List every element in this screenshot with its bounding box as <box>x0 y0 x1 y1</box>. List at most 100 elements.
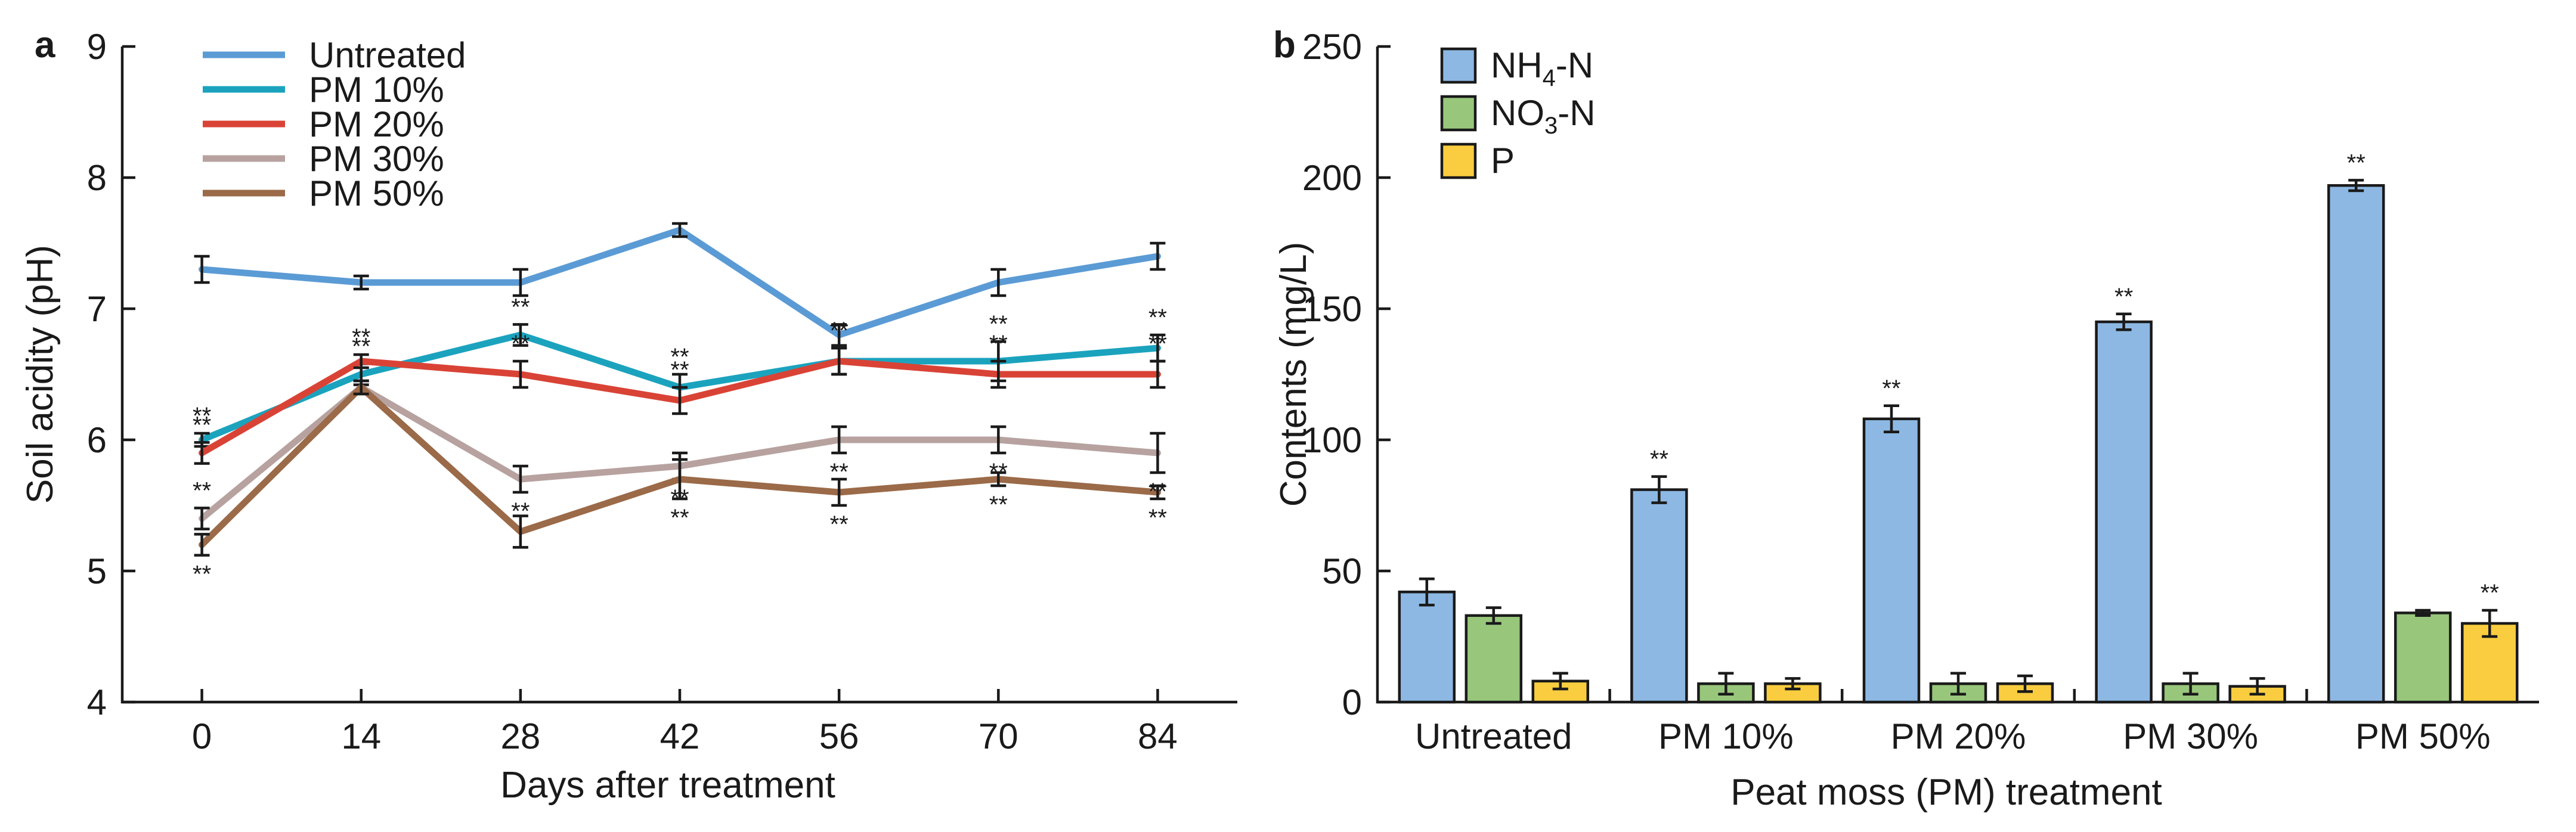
error-bar <box>990 359 1007 389</box>
x-tick-label: Untreated <box>1415 716 1572 756</box>
legend-label: Untreated <box>309 35 466 75</box>
significance-marker: ** <box>193 561 211 588</box>
legend-label-tail: -N <box>1556 45 1593 85</box>
bar <box>2327 184 2385 704</box>
bar <box>1398 590 1456 704</box>
series-pm-50- <box>194 379 1166 557</box>
bar <box>1630 488 1688 704</box>
error-bar <box>512 268 528 297</box>
error-bar <box>1718 672 1734 696</box>
error-bar <box>194 507 210 530</box>
significance-marker: ** <box>830 318 849 344</box>
significance-marker: ** <box>1148 305 1167 331</box>
legend-label-main: NO <box>1491 93 1544 133</box>
significance-marker: ** <box>193 412 211 438</box>
significance-marker: ** <box>670 505 689 531</box>
bar <box>2095 320 2153 704</box>
significance-marker: ** <box>1148 505 1167 531</box>
legend-label: NO3-N <box>1491 93 1596 139</box>
error-bar <box>512 323 528 347</box>
panel-b-letter: b <box>1273 24 1296 66</box>
series-untreated <box>194 222 1166 347</box>
error-bar <box>194 533 210 557</box>
legend-label-tail: -N <box>1558 93 1595 133</box>
x-tick-label: PM 20% <box>1891 716 2026 756</box>
series-pm-10- <box>194 323 1166 448</box>
legend-swatch <box>1440 47 1477 84</box>
y-tick-label: 6 <box>87 420 107 460</box>
significance-marker: ** <box>670 485 689 511</box>
significance-marker: ** <box>830 318 849 344</box>
error-bar <box>1150 431 1166 474</box>
significance-marker: ** <box>2114 284 2133 310</box>
significance-marker: ** <box>2481 580 2499 606</box>
error-bar <box>2017 674 2033 693</box>
error-bar <box>1419 577 1435 607</box>
y-tick-label: 8 <box>87 158 107 198</box>
error-bar <box>1651 475 1667 504</box>
error-bar <box>831 346 847 376</box>
x-tick-label: PM 50% <box>2355 716 2491 756</box>
significance-marker: ** <box>1148 331 1167 357</box>
y-tick-label: 250 <box>1302 27 1362 67</box>
error-bar <box>194 254 210 284</box>
significance-marker: ** <box>830 459 849 485</box>
legend-label-subscript: 4 <box>1543 65 1556 91</box>
error-bar <box>990 268 1007 297</box>
error-bar <box>2116 312 2132 331</box>
significance-marker: ** <box>670 344 689 370</box>
error-bar <box>1884 404 1899 434</box>
panel-b-bar-chart: b 0 50 100 150 200 250 Untreated PM 10% PM 20% PM… <box>1273 24 2539 813</box>
x-tick-label: PM 10% <box>1658 716 1794 756</box>
legend-label: PM 30% <box>309 139 444 179</box>
significance-marker: ** <box>193 477 211 504</box>
legend-label: NH4-N <box>1491 45 1593 91</box>
error-bar <box>2482 609 2498 638</box>
significance-marker: ** <box>352 333 370 359</box>
y-axis-title: Contents (mg/L) <box>1273 242 1314 507</box>
significance-marker: ** <box>511 294 530 320</box>
significance-marker: ** <box>989 311 1008 337</box>
y-tick-label: 150 <box>1302 289 1362 329</box>
error-bar <box>353 379 369 396</box>
error-bar <box>2415 609 2431 617</box>
error-bar <box>2348 179 2364 193</box>
y-tick-label: 200 <box>1302 158 1362 198</box>
x-tick-label: 0 <box>192 716 212 756</box>
significance-marker: ** <box>1148 479 1167 505</box>
x-axis-title: Peat moss (PM) treatment <box>1730 772 2162 813</box>
legend-label: PM 20% <box>309 104 444 144</box>
significance-marker: ** <box>989 331 1008 357</box>
bar <box>1862 417 1921 704</box>
series-line <box>199 226 1161 339</box>
y-tick-label: 7 <box>87 289 107 329</box>
x-axis-title: Days after treatment <box>500 765 835 806</box>
significance-marker: ** <box>670 357 689 383</box>
legend-label-subscript: 3 <box>1544 113 1558 139</box>
bar <box>1465 614 1523 704</box>
error-bar <box>1150 359 1166 389</box>
y-tick-label: 5 <box>87 551 107 591</box>
error-bar <box>990 471 1007 488</box>
error-bar <box>672 386 688 415</box>
bar <box>2394 611 2452 704</box>
error-bar <box>672 458 688 501</box>
error-bar <box>831 323 847 347</box>
y-tick-label: 4 <box>87 682 107 722</box>
legend-swatch <box>1440 142 1477 179</box>
x-tick-label: PM 30% <box>2123 716 2258 756</box>
error-bar <box>2249 677 2265 696</box>
x-tick-label: 56 <box>819 716 859 756</box>
legend-swatch <box>1440 95 1477 132</box>
significance-marker: ** <box>830 511 849 538</box>
y-tick-label: 9 <box>87 27 107 67</box>
error-bar <box>353 274 369 291</box>
error-bar <box>2182 672 2199 696</box>
significance-marker: ** <box>1882 375 1900 402</box>
legend-label: P <box>1491 141 1515 181</box>
legend-label: PM 50% <box>309 173 444 213</box>
error-bar <box>1785 677 1801 691</box>
y-axis-title: Soil acidity (pH) <box>20 245 61 504</box>
